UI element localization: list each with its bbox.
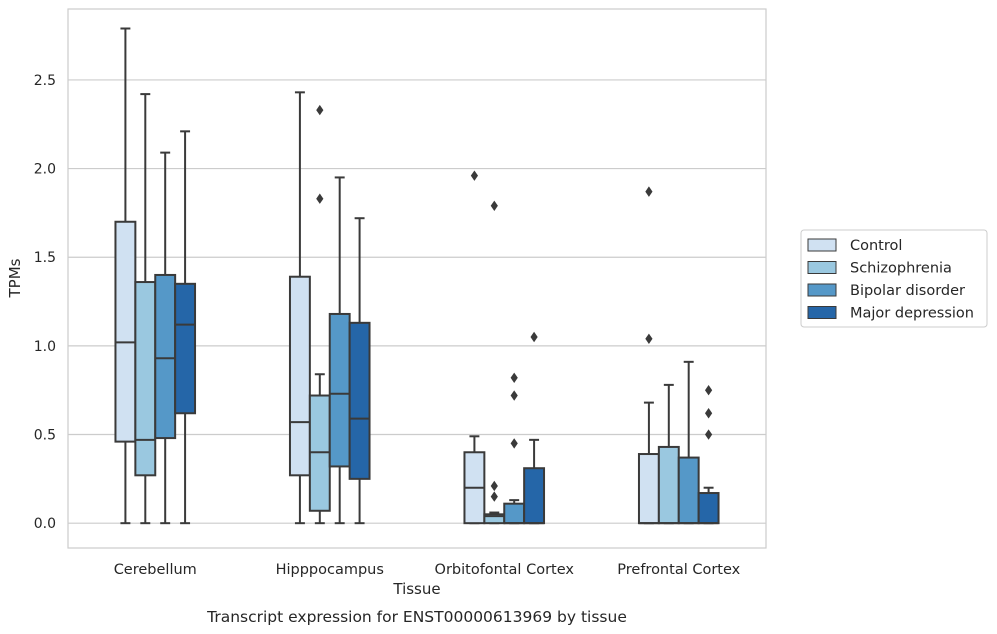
y-tick-label: 0.5 bbox=[34, 428, 56, 444]
legend-swatch bbox=[807, 283, 837, 297]
legend-swatch bbox=[807, 238, 837, 252]
y-tick-label: 2.0 bbox=[34, 162, 56, 178]
box-iqr bbox=[697, 492, 720, 525]
legend-frame bbox=[800, 229, 988, 328]
box-3-3 bbox=[697, 385, 720, 525]
outlier-point bbox=[510, 438, 518, 449]
outlier-point bbox=[645, 333, 653, 344]
outlier-point bbox=[510, 372, 518, 383]
box-1-0 bbox=[288, 91, 311, 525]
x-tick-label: Prefrontal Cortex bbox=[617, 562, 740, 578]
outlier-point bbox=[490, 480, 498, 492]
box-iqr bbox=[114, 220, 137, 443]
boxes bbox=[114, 27, 720, 525]
outlier-point bbox=[490, 200, 498, 212]
legend-swatch bbox=[807, 261, 837, 274]
legend-label: Major depression bbox=[850, 306, 974, 322]
legend-label: Control bbox=[850, 238, 902, 254]
box-iqr bbox=[134, 281, 157, 477]
legend: Control Schizophrenia Bipolar disorder Majo… bbox=[800, 229, 988, 328]
y-tick-label: 1.5 bbox=[34, 250, 56, 266]
outlier-point bbox=[704, 385, 713, 396]
x-tick-labels: Cerebellum Hipppocampus Orbitofontal Corte… bbox=[114, 562, 741, 578]
box-1-3 bbox=[348, 217, 371, 525]
outlier-point bbox=[704, 429, 713, 440]
box-iqr bbox=[328, 312, 351, 468]
outlier-point bbox=[530, 331, 538, 343]
box-iqr bbox=[637, 453, 660, 525]
x-tick-label: Orbitofontal Cortex bbox=[435, 562, 575, 578]
box-1-2 bbox=[328, 176, 351, 525]
box-2-2 bbox=[503, 372, 526, 525]
box-iqr bbox=[174, 282, 197, 415]
outlier-point bbox=[510, 390, 518, 401]
box-0-1 bbox=[134, 93, 157, 525]
box-2-0 bbox=[463, 170, 486, 525]
chart-caption: Transcript expression for ENST0000061396… bbox=[206, 608, 627, 626]
x-axis-label: Tissue bbox=[392, 580, 440, 598]
box-iqr bbox=[288, 275, 311, 477]
outlier-point bbox=[316, 193, 324, 204]
box-2-3 bbox=[523, 331, 546, 525]
y-tick-labels: 0.0 0.5 1.0 1.5 2.0 2.5 bbox=[34, 73, 56, 532]
legend-label: Bipolar disorder bbox=[850, 283, 965, 299]
box-iqr bbox=[503, 502, 526, 525]
outlier-point bbox=[645, 186, 653, 197]
box-iqr bbox=[523, 467, 546, 525]
box-iqr bbox=[154, 273, 177, 440]
box-3-2 bbox=[677, 360, 700, 525]
box-iqr bbox=[677, 456, 700, 525]
x-tick-label: Cerebellum bbox=[114, 562, 197, 578]
y-axis-label: TPMs bbox=[6, 258, 24, 298]
y-tick-label: 0.0 bbox=[34, 516, 56, 532]
outlier-point bbox=[316, 104, 324, 116]
box-iqr bbox=[657, 445, 680, 525]
box-0-3 bbox=[174, 130, 197, 525]
legend-swatch bbox=[807, 306, 837, 319]
outlier-point bbox=[490, 491, 498, 502]
box-iqr bbox=[348, 321, 371, 480]
legend-label: Schizophrenia bbox=[850, 261, 952, 277]
outlier-point bbox=[470, 170, 479, 181]
y-tick-label: 2.5 bbox=[34, 73, 56, 89]
y-tick-label: 1.0 bbox=[34, 339, 56, 355]
outlier-point bbox=[704, 408, 713, 419]
x-tick-label: Hipppocampus bbox=[276, 562, 384, 578]
